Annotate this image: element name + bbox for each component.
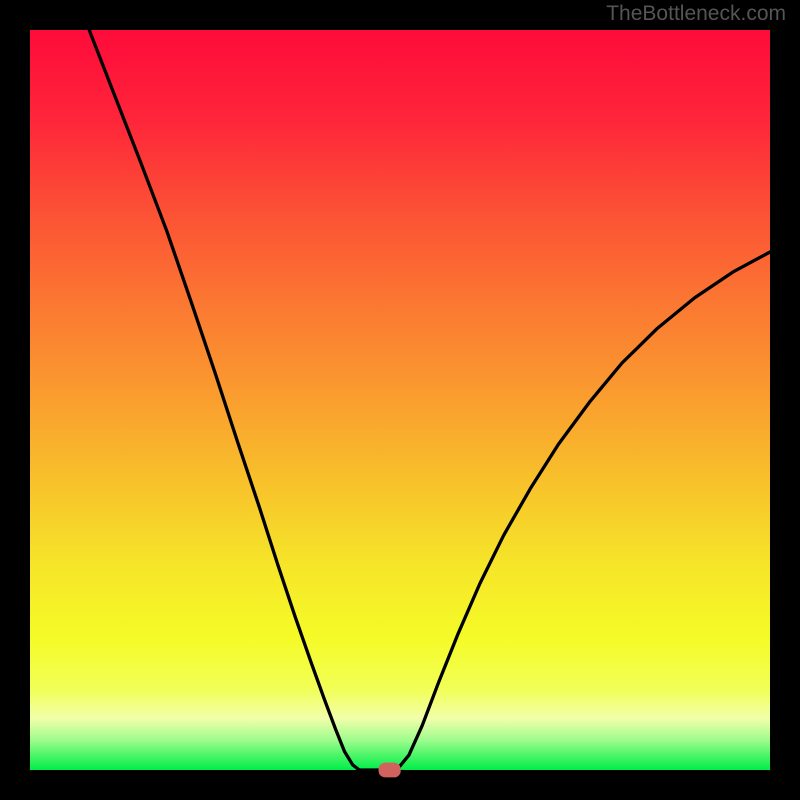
- watermark-text: TheBottleneck.com: [606, 2, 786, 26]
- chart-stage: TheBottleneck.com: [0, 0, 800, 800]
- gradient-background: [30, 30, 770, 770]
- bottleneck-chart-svg: [0, 0, 800, 800]
- optimum-marker: [379, 763, 401, 778]
